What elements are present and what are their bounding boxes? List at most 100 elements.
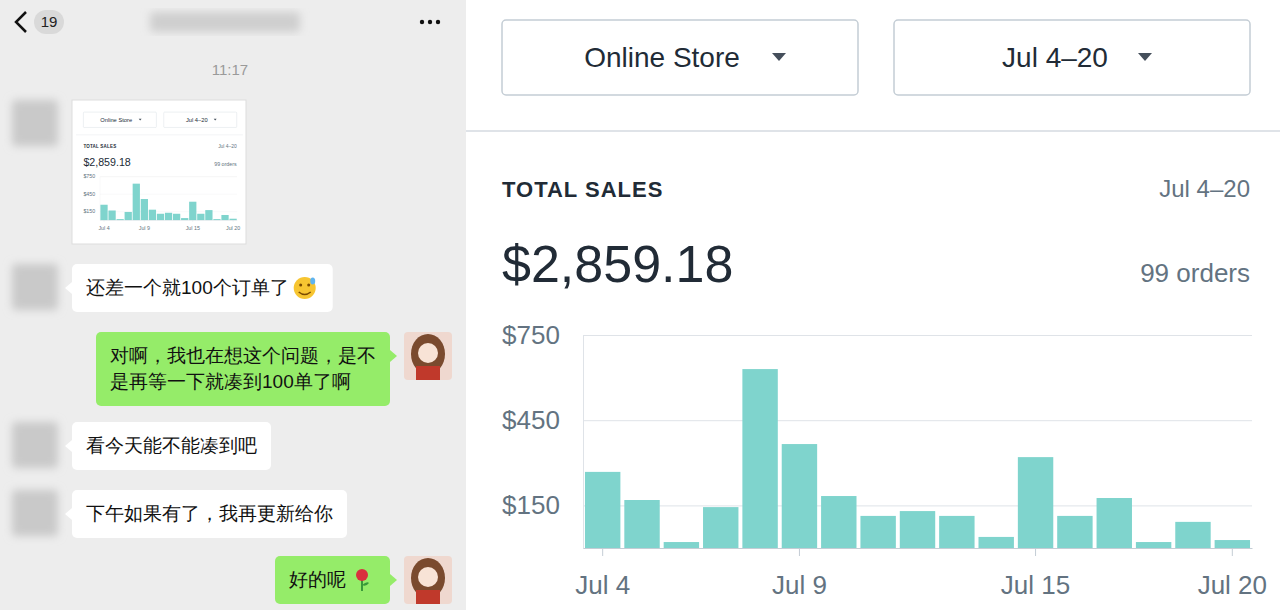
grid-line [583, 505, 1252, 506]
avatar-dress [416, 590, 440, 604]
bar[interactable] [213, 219, 220, 220]
y-axis: $150 $450 $750 [83, 173, 237, 220]
bar[interactable] [900, 511, 935, 548]
bar[interactable] [117, 219, 124, 220]
chat-background [0, 0, 466, 610]
bar[interactable] [1215, 540, 1250, 548]
grid-line [583, 420, 1252, 421]
emoji-sweat [310, 278, 315, 285]
bar[interactable] [205, 210, 212, 220]
emoji-eye [307, 284, 310, 287]
avatar-face [418, 567, 438, 587]
contact-avatar[interactable] [12, 422, 58, 468]
chart-title: TOTAL SALES [83, 144, 116, 149]
contact-avatar[interactable] [12, 264, 58, 310]
y-tick: $450 [502, 405, 1252, 435]
bar[interactable] [197, 214, 204, 221]
dropdown[interactable] [894, 20, 1250, 95]
own-avatar[interactable] [404, 556, 452, 604]
rose-leaf [362, 582, 369, 585]
x-tick: Jul 20 [1198, 548, 1267, 600]
y-tick-label: $150 [83, 208, 95, 214]
bar[interactable] [860, 516, 895, 548]
y-tick-label: $750 [502, 320, 560, 350]
bar[interactable] [189, 202, 196, 221]
emoji-icon [294, 277, 316, 299]
sales-report: Online StoreJul 4–20TOTAL SALESJul 4–20$… [466, 20, 1280, 600]
x-tick: Jul 15 [1001, 548, 1070, 600]
bar[interactable] [978, 537, 1013, 548]
dropdown[interactable] [502, 20, 858, 95]
bar[interactable] [1018, 457, 1053, 548]
x-tick-label: Jul 9 [139, 225, 150, 231]
bar[interactable] [1097, 498, 1132, 548]
message-bubble [72, 490, 347, 538]
bar[interactable] [221, 215, 228, 220]
bar[interactable] [125, 212, 132, 220]
bar[interactable] [141, 199, 148, 220]
x-tick-mark [233, 220, 234, 222]
x-tick-label: Jul 4 [98, 225, 109, 231]
dropdown-label: Online Store [100, 117, 132, 123]
thumbnail-card[interactable] [72, 100, 246, 244]
x-tick-label: Jul 9 [772, 570, 827, 600]
bar[interactable] [782, 444, 817, 548]
chart-subtitle: Jul 4–20 [218, 144, 237, 149]
dropdown[interactable] [83, 112, 156, 127]
bar[interactable] [133, 184, 140, 221]
bar[interactable] [181, 218, 188, 220]
report-background [466, 0, 1280, 610]
x-tick: Jul 9 [772, 548, 827, 600]
received-message: 还差一个就100个订单了 [65, 264, 333, 312]
bar[interactable] [939, 516, 974, 548]
x-tick-mark [104, 220, 105, 222]
contact-avatar[interactable] [12, 100, 58, 146]
bar[interactable] [1136, 542, 1171, 548]
chart-title: TOTAL SALES [502, 177, 663, 202]
unread-badge[interactable] [34, 10, 64, 34]
y-tick-label: $450 [83, 191, 95, 197]
dropdown-label: Jul 4–20 [186, 117, 208, 123]
avatar-face [418, 343, 438, 363]
dropdown[interactable] [164, 112, 237, 127]
bar[interactable] [100, 205, 107, 221]
emoji-face [294, 277, 316, 299]
divider [76, 134, 243, 135]
message-bubble [72, 422, 271, 470]
x-tick-mark [192, 220, 193, 222]
dropdown-arrow [214, 119, 217, 121]
bar[interactable] [624, 500, 659, 548]
bar[interactable] [229, 219, 236, 221]
more-dot[interactable] [436, 20, 440, 24]
x-tick: Jul 9 [139, 220, 150, 231]
own-avatar[interactable] [404, 332, 452, 380]
bar[interactable] [703, 507, 738, 548]
bubble-tail [65, 440, 72, 452]
bar[interactable] [664, 542, 699, 548]
bar[interactable] [742, 369, 777, 548]
back-arrow[interactable] [16, 12, 26, 32]
bar[interactable] [157, 214, 164, 221]
rose-bloom [356, 569, 368, 581]
y-tick: $750 [83, 173, 237, 179]
y-tick-label: $750 [83, 173, 95, 179]
bar[interactable] [108, 211, 115, 221]
bar[interactable] [1057, 516, 1092, 548]
grid-line [100, 176, 237, 177]
x-tick-mark [602, 548, 603, 556]
bar[interactable] [1175, 522, 1210, 548]
bar[interactable] [165, 213, 172, 221]
bar[interactable] [173, 214, 180, 221]
y-tick: $450 [83, 191, 237, 197]
more-dot[interactable] [428, 20, 432, 24]
y-axis-line [584, 336, 1253, 549]
more-dot[interactable] [420, 20, 424, 24]
bar[interactable] [149, 210, 156, 221]
bar[interactable] [821, 496, 856, 548]
bubble-tail [390, 350, 397, 362]
dropdown-arrow [139, 119, 142, 121]
contact-avatar[interactable] [12, 490, 58, 536]
bar[interactable] [585, 472, 620, 548]
grid-line [100, 194, 237, 195]
x-tick: Jul 15 [186, 220, 200, 231]
